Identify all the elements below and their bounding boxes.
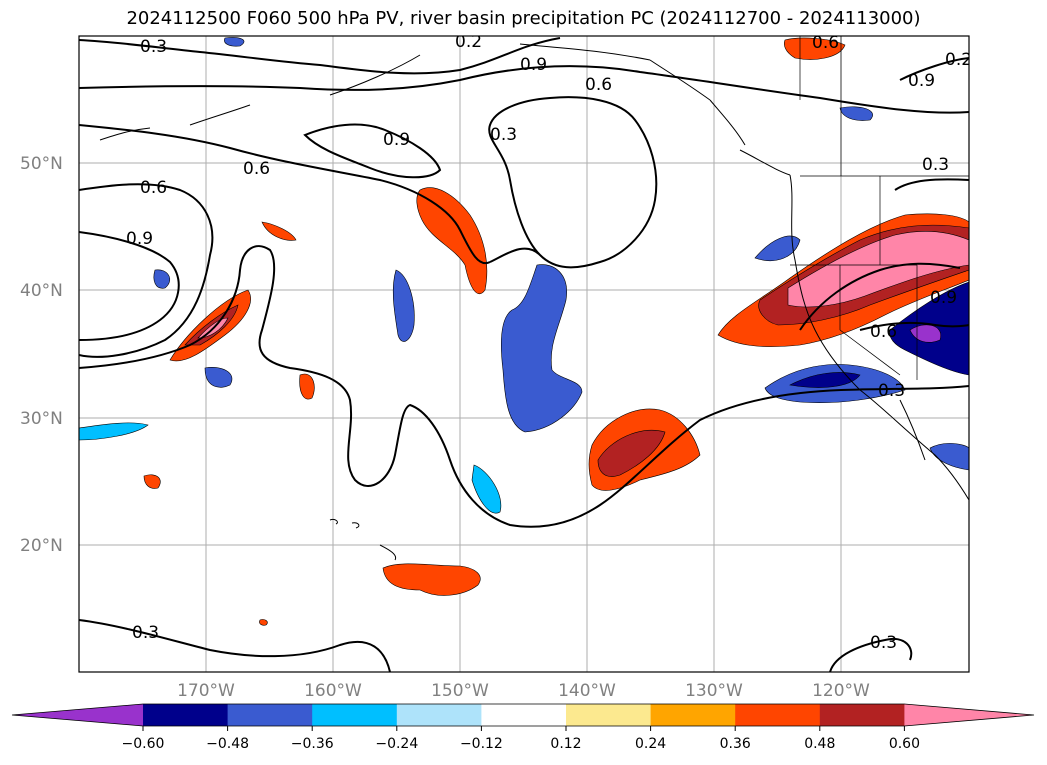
colorbar-segment: [735, 704, 821, 726]
colorbar-segment: [819, 704, 905, 726]
colorbar-extend-high: [904, 704, 1034, 726]
colorbar-tick-label: 0.60: [889, 736, 920, 752]
contour-labels: 0.3 0.6 0.9 0.6 0.9 0.6 0.9 0.3 0.3 0.6 …: [126, 32, 972, 653]
precipitation-fields: [79, 37, 969, 626]
colorbar-tick-label: −0.12: [460, 736, 503, 752]
map-plot-area: 0.3 0.6 0.9 0.6 0.9 0.6 0.9 0.3 0.3 0.6 …: [79, 32, 972, 672]
contour-label: 0.6: [140, 178, 167, 198]
colorbar-extend-low: [12, 704, 143, 726]
colorbar-segment: [396, 704, 482, 726]
contour-label: 0.2: [455, 32, 482, 52]
map-frame: [78, 35, 970, 673]
longitude-labels: 170°W 160°W 150°W 140°W 130°W 120°W: [177, 681, 870, 701]
colorbar-segment: [566, 704, 652, 726]
contour-label: 0.6: [243, 159, 270, 179]
colorbar-tick-label: −0.60: [122, 736, 165, 752]
colorbar-segment: [650, 704, 736, 726]
contour-label: 0.6: [585, 75, 612, 95]
contour-label: 0.9: [383, 130, 410, 150]
colorbar-tick-label: 0.12: [550, 736, 581, 752]
colorbar-tick-label: 0.48: [804, 736, 835, 752]
negative-anomaly-central: [501, 264, 583, 433]
contour-label: 0.9: [520, 55, 547, 75]
colorbar-tick-label: 0.24: [635, 736, 666, 752]
colorbar-tick-label: −0.48: [206, 736, 249, 752]
contour-label: 0.6: [812, 33, 839, 53]
colorbar-segment: [143, 704, 229, 726]
contour-label: 0.3: [490, 125, 517, 145]
state-borders: [790, 36, 969, 380]
contour-label: 0.3: [132, 623, 159, 643]
lon-label-170w: 170°W: [177, 681, 235, 701]
map-title: 2024112500 F060 500 hPa PV, river basin …: [126, 8, 921, 29]
contour-label: 0.3: [922, 155, 949, 175]
contour-label: 0.9: [126, 229, 153, 249]
colorbar-tick-label: 0.36: [720, 736, 751, 752]
colorbar-segment: [227, 704, 313, 726]
contour-label: 0.3: [870, 633, 897, 653]
lat-label-50n: 50°N: [20, 154, 63, 174]
coastlines: [99, 43, 969, 561]
lon-label-140w: 140°W: [558, 681, 616, 701]
lon-label-130w: 130°W: [685, 681, 743, 701]
colorbar-tick-label: −0.36: [291, 736, 334, 752]
colorbar-tick-label: −0.24: [375, 736, 418, 752]
lat-label-20n: 20°N: [20, 536, 63, 556]
pv-contours: [79, 37, 969, 672]
positive-anomaly-northeast-pacific: [416, 187, 488, 295]
contour-label: 0.9: [908, 71, 935, 91]
colorbar: −0.60 −0.48 −0.36 −0.24 −0.12 0.12 0.24 0.36 0.4…: [11, 703, 1035, 752]
contour-label: 0.3: [878, 381, 905, 401]
lon-label-160w: 160°W: [304, 681, 362, 701]
lon-label-150w: 150°W: [431, 681, 489, 701]
colorbar-segment: [312, 704, 398, 726]
colorbar-segment: [481, 704, 567, 726]
lat-label-40n: 40°N: [20, 281, 63, 301]
contour-label: 0.3: [140, 37, 167, 57]
contour-label: 0.9: [930, 288, 957, 308]
contour-label: 0.6: [870, 322, 897, 342]
latitude-labels: 50°N 40°N 30°N 20°N: [20, 154, 63, 556]
lon-label-120w: 120°W: [812, 681, 870, 701]
contour-label: 0.2: [945, 50, 972, 70]
lat-label-30n: 30°N: [20, 409, 63, 429]
